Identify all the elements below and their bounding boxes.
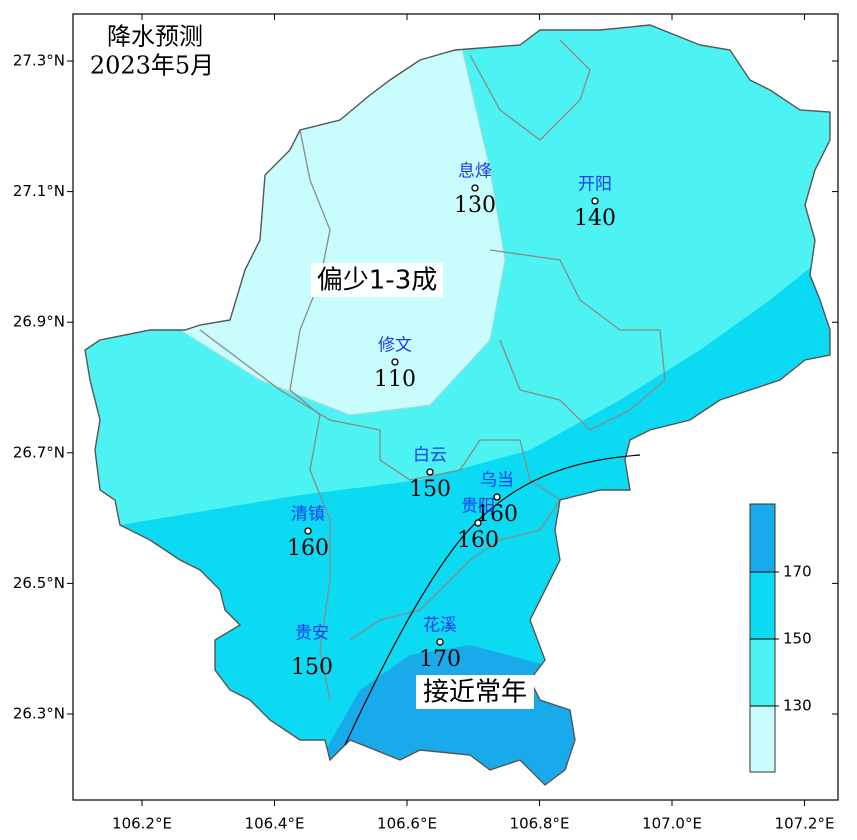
station-name: 贵安	[295, 624, 329, 644]
y-tick-label: 26.9°N	[13, 313, 65, 331]
station-name: 贵阳	[461, 497, 495, 517]
y-tick-label: 26.3°N	[13, 705, 65, 723]
x-tick-label: 106.4°E	[245, 815, 305, 833]
district-line	[489, 249, 666, 431]
legend-swatch	[750, 572, 775, 639]
station-value: 170	[419, 647, 461, 672]
station-value: 160	[287, 536, 329, 561]
station-dot	[304, 527, 312, 535]
station-dot	[391, 358, 399, 366]
station-name: 花溪	[423, 616, 457, 636]
y-tick-label: 27.1°N	[13, 182, 65, 200]
legend-swatch	[750, 706, 775, 772]
station-name: 白云	[413, 446, 447, 466]
legend: 170 150 130	[749, 503, 812, 773]
region-label: 偏少1-3成	[317, 266, 437, 296]
boundary-curve	[344, 454, 641, 746]
station-name: 修文	[378, 336, 412, 356]
station-name: 息烽	[458, 162, 492, 182]
district-line	[289, 129, 331, 701]
y-tick-label: 26.5°N	[13, 574, 65, 592]
legend-label: 130	[783, 697, 812, 715]
station-value: 160	[476, 502, 518, 527]
station-dot	[493, 493, 501, 501]
station-dot	[474, 519, 482, 527]
legend-label: 170	[783, 563, 812, 581]
station-value: 110	[374, 367, 416, 392]
region-label-bg	[416, 675, 534, 709]
station-name: 清镇	[291, 505, 325, 525]
y-tick-label: 26.7°N	[13, 443, 65, 461]
subtitle: 2023年5月	[90, 52, 214, 80]
legend-swatch	[750, 504, 775, 572]
station-value: 150	[291, 655, 333, 680]
x-tick-label: 107.2°E	[775, 815, 835, 833]
x-tick-label: 106.8°E	[510, 815, 570, 833]
district-line	[469, 39, 591, 141]
station-dot	[426, 468, 434, 476]
legend-swatch	[750, 639, 775, 706]
legend-label: 150	[783, 630, 812, 648]
axis-ticks: 106.2°E 106.4°E 106.6°E 106.8°E 107.0°E 107.2…	[13, 14, 838, 833]
district-line	[199, 329, 381, 431]
title: 降水预测	[107, 23, 203, 51]
legend-frame	[749, 503, 776, 773]
station-name: 开阳	[578, 175, 612, 195]
x-tick-label: 106.6°E	[377, 815, 437, 833]
x-tick-label: 106.2°E	[112, 815, 172, 833]
station-dot	[591, 197, 599, 205]
station-value: 160	[457, 528, 499, 553]
station-dot	[436, 638, 444, 646]
station-value: 130	[454, 193, 496, 218]
station-value: 140	[574, 206, 616, 231]
region-label: 接近常年	[423, 678, 527, 708]
y-tick-label: 27.3°N	[13, 52, 65, 70]
station-name: 乌当	[480, 471, 514, 491]
station-value: 150	[409, 477, 451, 502]
station-dot	[471, 184, 479, 192]
x-tick-label: 107.0°E	[642, 815, 702, 833]
region-label-bg	[311, 263, 443, 297]
